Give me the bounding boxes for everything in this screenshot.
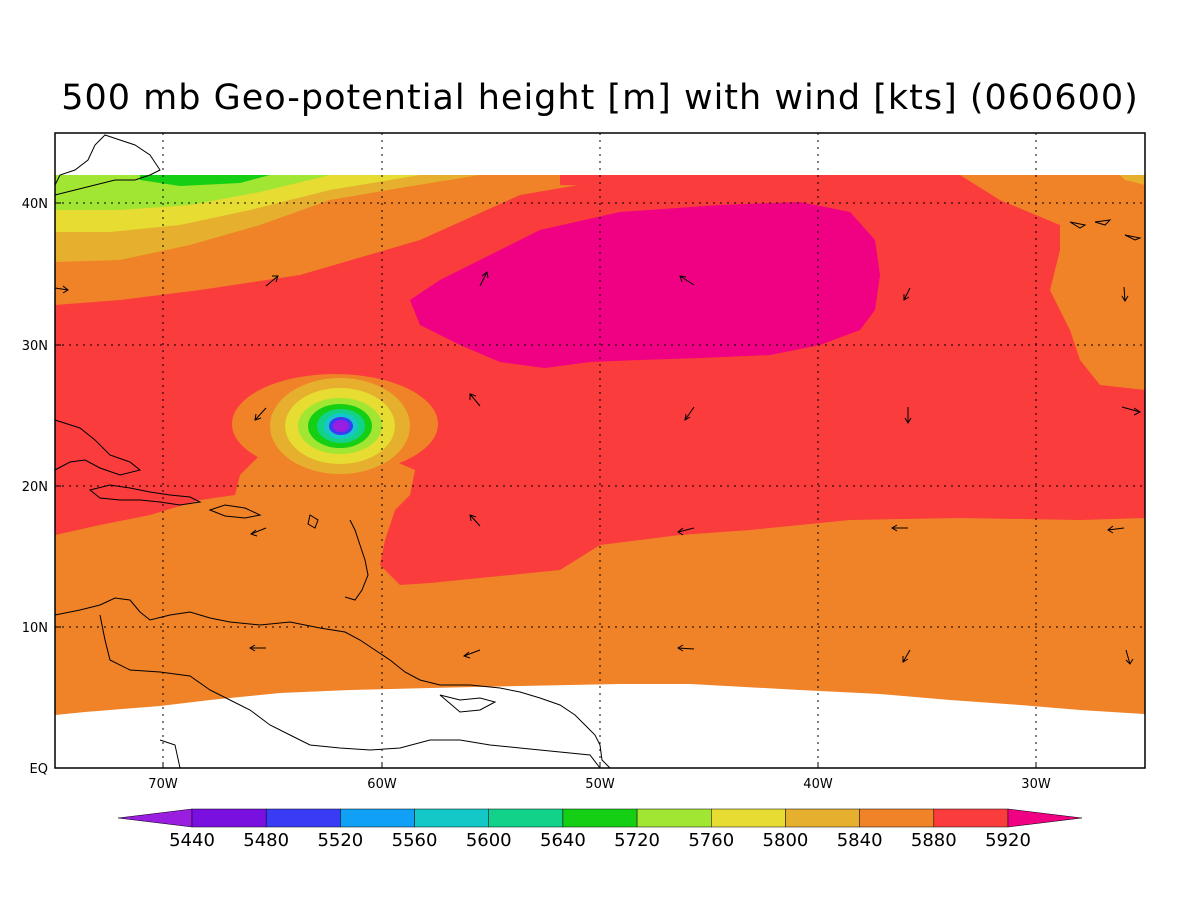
lon-label: 50W <box>585 777 615 792</box>
graticule <box>55 133 1145 768</box>
colorbar-label: 5720 <box>614 830 660 851</box>
colorbar-left-arrow <box>117 808 193 828</box>
colorbar-label: 5840 <box>837 830 883 851</box>
colorbar-box <box>859 808 935 828</box>
colorbar-box <box>265 808 341 828</box>
colorbar-box <box>488 808 564 828</box>
colorbar-box <box>933 808 1009 828</box>
lon-label: 60W <box>367 777 397 792</box>
colorbar-label: 5640 <box>540 830 586 851</box>
colorbar-label: 5800 <box>763 830 809 851</box>
colorbar-label: 5520 <box>317 830 363 851</box>
colorbar-box <box>711 808 786 828</box>
colorbar-label: 5440 <box>169 830 215 851</box>
colorbar-label: 5880 <box>911 830 957 851</box>
colorbar-box <box>785 808 860 828</box>
map-title: 500 mb Geo-potential height [m] with win… <box>61 78 1139 118</box>
lat-label: 10N <box>22 621 48 636</box>
lon-label: 30W <box>1021 777 1051 792</box>
lat-label: 30N <box>22 339 48 354</box>
colorbar-label: 5560 <box>392 830 438 851</box>
lon-label: 40W <box>803 777 833 792</box>
colorbar-right-arrow <box>1007 808 1083 828</box>
lon-label: 70W <box>148 777 178 792</box>
lat-label: 40N <box>22 197 48 212</box>
latitude-labels: 40N 30N 20N 10N EQ <box>22 197 48 777</box>
colorbar-label: 5480 <box>243 830 289 851</box>
longitude-labels: 70W 60W 50W 40W 30W <box>148 777 1051 792</box>
colorbar: 5440 5480 5520 5560 5600 5640 5720 5760 5800 5840… <box>117 808 1083 851</box>
lat-label: 20N <box>22 480 48 495</box>
colorbar-box <box>340 808 415 828</box>
coastlines <box>54 134 1142 769</box>
colorbar-label: 5920 <box>985 830 1031 851</box>
low-pressure-center <box>232 374 438 474</box>
colorbar-label: 5600 <box>466 830 512 851</box>
wind-vectors <box>54 271 1141 665</box>
colorbar-box <box>636 808 712 828</box>
colorbar-box <box>414 808 489 828</box>
colorbar-box <box>191 808 267 828</box>
colorbar-box <box>562 808 638 828</box>
colorbar-label: 5760 <box>688 830 734 851</box>
lat-label: EQ <box>30 762 48 777</box>
